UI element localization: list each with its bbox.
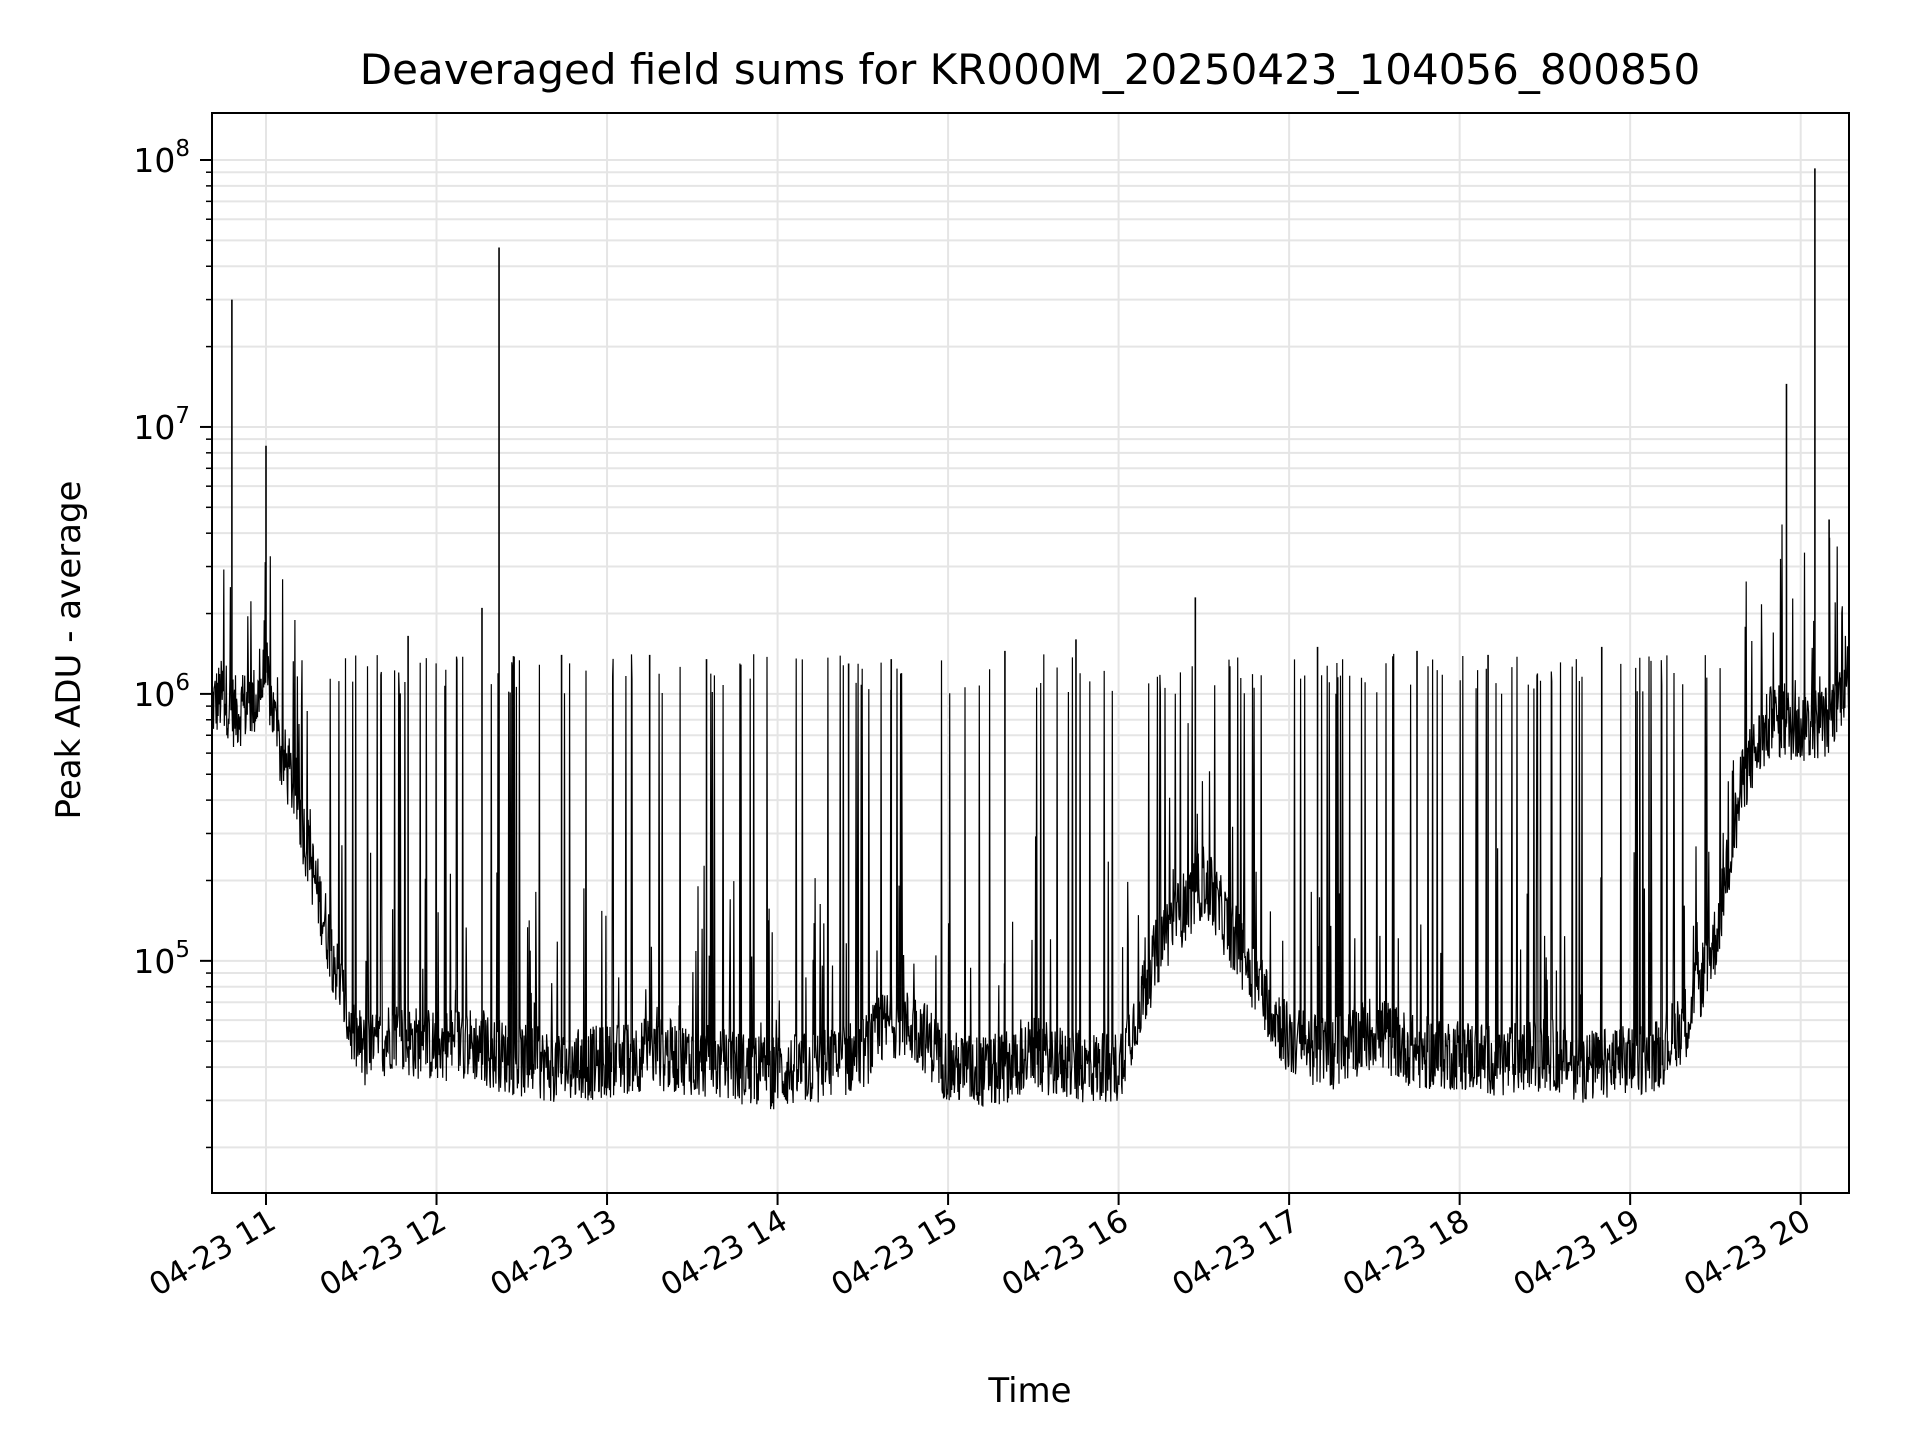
- y-tick-label: 107: [133, 403, 190, 447]
- y-tick-label: 106: [133, 670, 190, 714]
- series-line: [211, 524, 1850, 1110]
- y-tick-label: 105: [133, 937, 190, 981]
- y-axis-label: Peak ADU - average: [49, 481, 89, 820]
- y-tick-label: 108: [133, 136, 190, 180]
- series-layer: [211, 168, 1850, 1110]
- chart-title: Deaveraged field sums for KR000M_2025042…: [360, 45, 1700, 94]
- x-axis-label: Time: [987, 1371, 1071, 1411]
- axes-frame: [211, 112, 1850, 1194]
